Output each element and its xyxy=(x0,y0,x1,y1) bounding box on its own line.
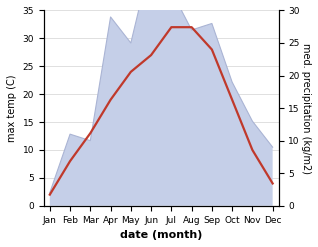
Y-axis label: med. precipitation (kg/m2): med. precipitation (kg/m2) xyxy=(301,43,311,174)
X-axis label: date (month): date (month) xyxy=(120,230,203,240)
Y-axis label: max temp (C): max temp (C) xyxy=(7,74,17,142)
